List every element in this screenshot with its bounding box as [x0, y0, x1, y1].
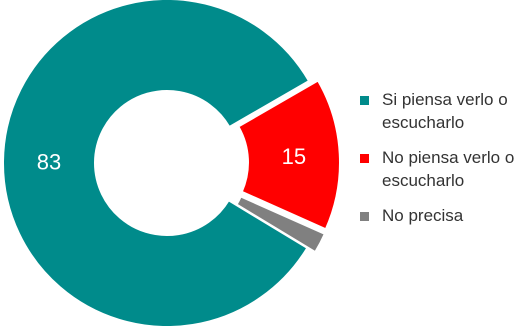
legend-swatch-no-precisa [360, 212, 369, 221]
legend-item-si-piensa: Si piensa verlo o escucharlo [352, 88, 532, 134]
legend-label-no-precisa: No precisa [382, 206, 464, 225]
legend-item-no-precisa: No precisa [352, 204, 532, 227]
slice-no-precisa [235, 195, 327, 254]
data-label-si-piensa: 83 [37, 149, 61, 174]
legend-item-no-piensa: No piensa verlo o escucharlo [352, 146, 532, 192]
legend-swatch-si-piensa [360, 96, 369, 105]
legend-swatch-no-piensa [360, 154, 369, 163]
slice-no-piensa [236, 79, 341, 231]
data-label-no-piensa: 15 [282, 144, 306, 169]
slice-si-piensa [2, 0, 311, 326]
legend-label-si-piensa: Si piensa verlo o escucharlo [382, 90, 508, 132]
legend: Si piensa verlo o escucharlo No piensa v… [352, 88, 532, 239]
legend-label-no-piensa: No piensa verlo o escucharlo [382, 148, 515, 190]
